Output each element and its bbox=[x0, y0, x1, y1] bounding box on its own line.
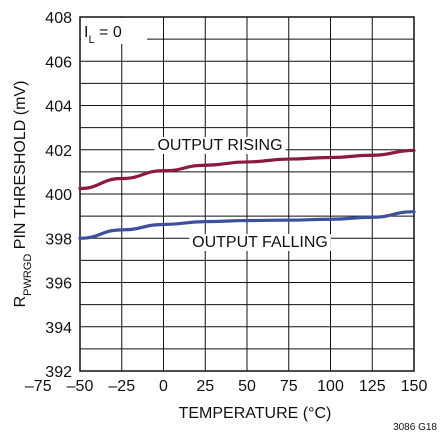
x-tick-label: 125 bbox=[359, 378, 386, 395]
y-tick-label: 404 bbox=[45, 99, 72, 116]
y-tick-label: 392 bbox=[45, 364, 72, 381]
plot-frame bbox=[79, 16, 415, 372]
figure-id: 3086 G18 bbox=[393, 422, 437, 433]
x-tick-labels: –75–50–250255075100125150175 bbox=[25, 378, 443, 395]
x-tick-label: 25 bbox=[196, 378, 214, 395]
series-line-output-rising bbox=[78, 148, 416, 191]
x-tick-label: 75 bbox=[280, 378, 298, 395]
x-tick-label: 0 bbox=[159, 378, 168, 395]
x-axis-title: TEMPERATURE (°C) bbox=[179, 405, 332, 422]
x-tick-label: 50 bbox=[238, 378, 256, 395]
y-tick-label: 394 bbox=[45, 320, 72, 337]
label-output-falling: OUTPUT FALLING bbox=[192, 234, 328, 251]
y-tick-label: 400 bbox=[45, 187, 72, 204]
x-tick-label: –25 bbox=[108, 378, 135, 395]
x-tick-label: –50 bbox=[67, 378, 94, 395]
y-tick-label: 408 bbox=[45, 10, 72, 27]
y-tick-label: 402 bbox=[45, 143, 72, 160]
y-tick-label: 406 bbox=[45, 54, 72, 71]
series-layer bbox=[78, 148, 416, 240]
y-tick-label: 396 bbox=[45, 276, 72, 293]
x-tick-label: –75 bbox=[25, 378, 52, 395]
y-tick-label: 398 bbox=[45, 231, 72, 248]
y-tick-labels: 392 394 396 398 400 402 404 406 408 bbox=[45, 10, 72, 381]
legend-bg bbox=[81, 18, 147, 44]
y-axis-title: RPWRGD PIN THRESHOLD (mV) bbox=[12, 81, 34, 308]
legend-box: IL = 0 bbox=[81, 18, 147, 46]
x-tick-label: 100 bbox=[317, 378, 344, 395]
legend-condition: IL = 0 bbox=[84, 24, 122, 46]
x-tick-label: 150 bbox=[401, 378, 428, 395]
label-output-rising: OUTPUT RISING bbox=[157, 137, 282, 154]
annotations: OUTPUT RISING OUTPUT FALLING bbox=[154, 137, 331, 251]
series-line-output-falling bbox=[78, 210, 416, 240]
grid bbox=[79, 16, 415, 372]
